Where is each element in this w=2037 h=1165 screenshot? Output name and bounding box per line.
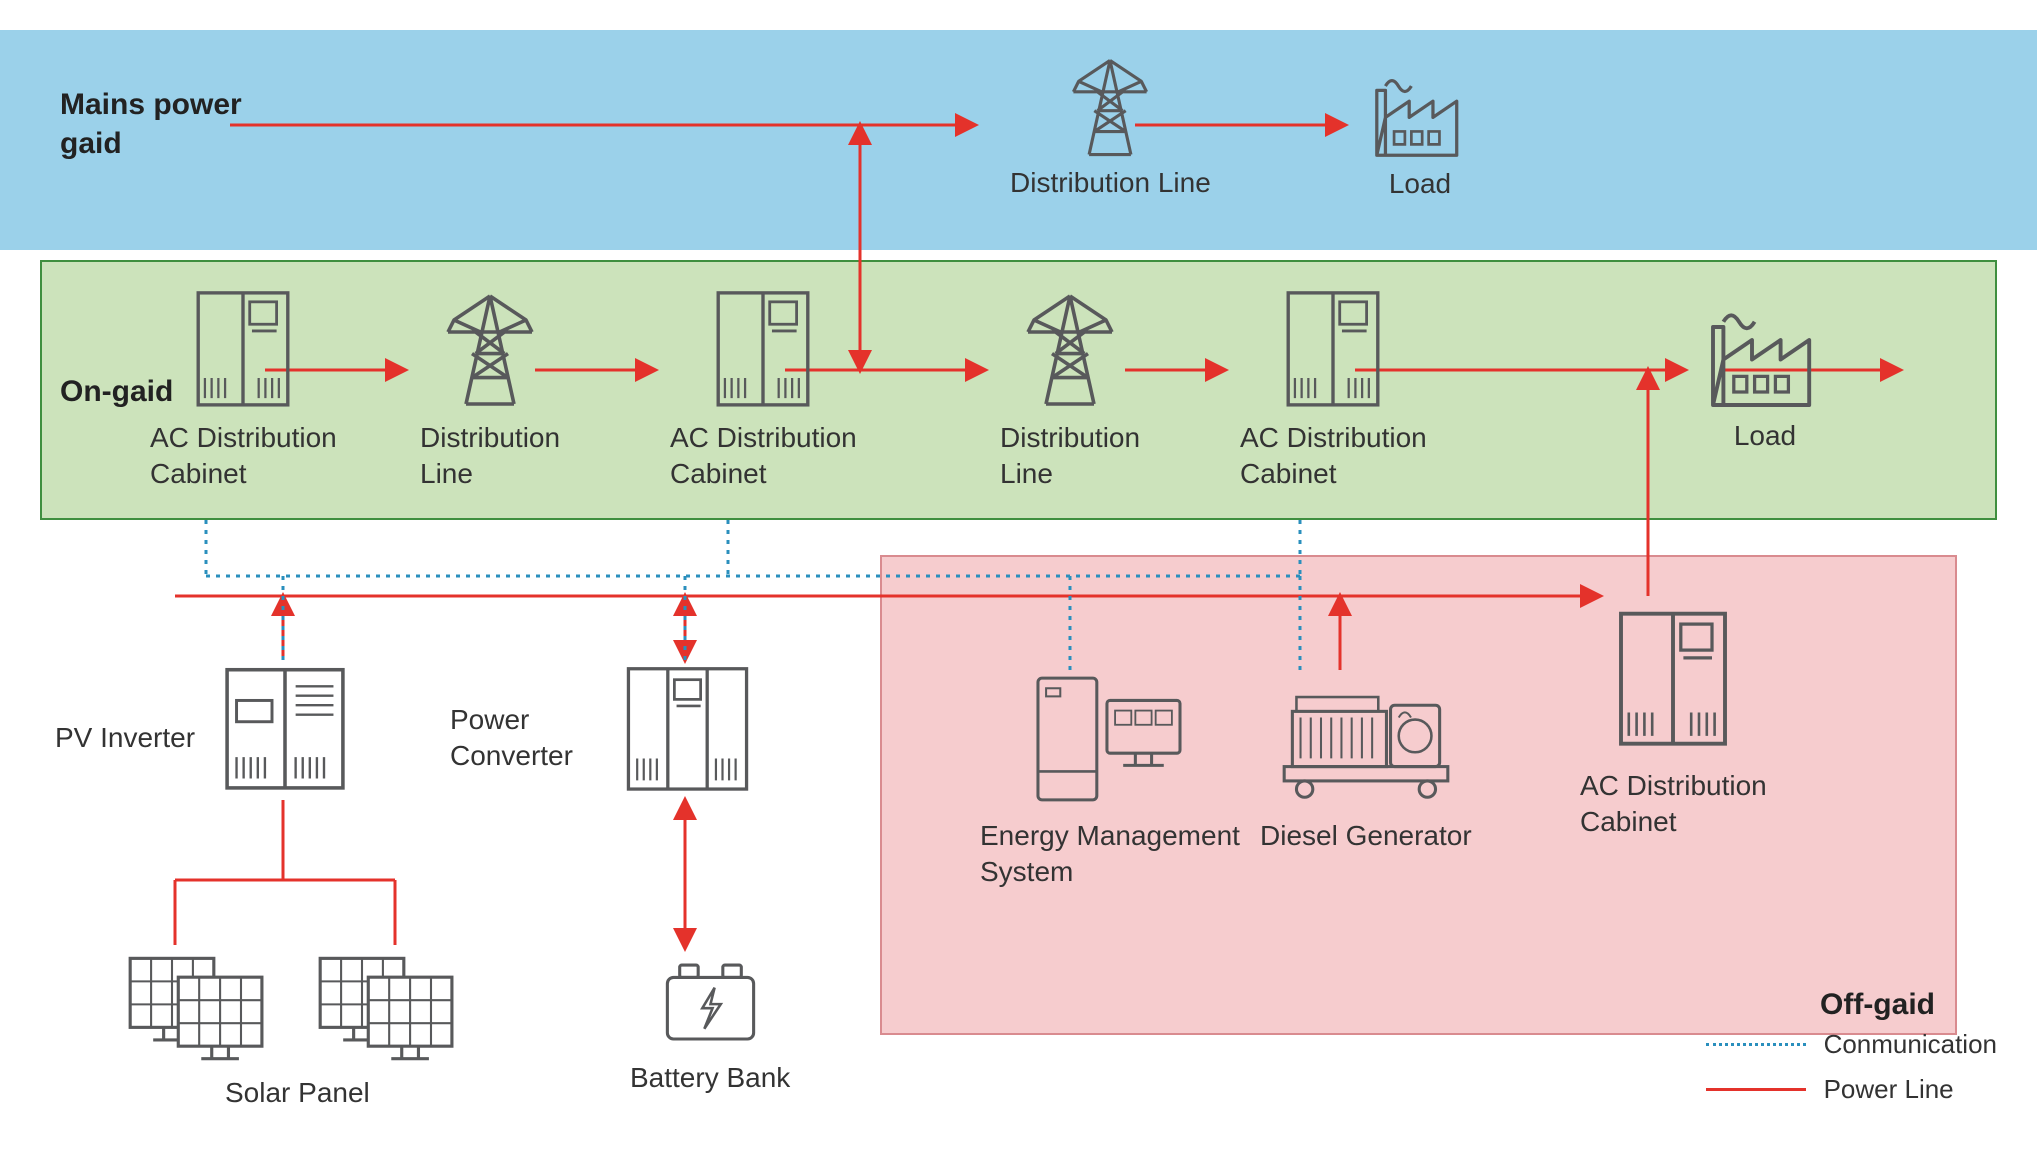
tower-icon [1050, 50, 1170, 165]
node-label: Energy Management System [980, 818, 1240, 891]
node-ac-cabinet-off: AC Distribution Cabinet [1580, 600, 1767, 841]
node-ac-cabinet-2: AC Distribution Cabinet [670, 280, 857, 493]
inverter-icon [220, 660, 350, 800]
node-pv-inverter: PV Inverter [220, 660, 350, 800]
legend-comm: Conmunication [1706, 1029, 1997, 1060]
node-label: Load [1389, 166, 1451, 202]
node-diesel: Diesel Generator [1260, 670, 1472, 854]
cabinet-icon [707, 280, 819, 420]
cabinet-icon [1277, 280, 1389, 420]
mains-band-label: Mains power gaid [60, 85, 242, 163]
node-label: AC Distribution Cabinet [1240, 420, 1427, 493]
node-label: AC Distribution Cabinet [1580, 768, 1767, 841]
solar-icon [310, 950, 460, 1065]
legend-power-line-icon [1706, 1088, 1806, 1091]
legend-power: Power Line [1706, 1074, 1997, 1105]
diesel-icon [1276, 670, 1456, 810]
battery-icon [653, 950, 768, 1050]
node-label: AC Distribution Cabinet [670, 420, 857, 493]
node-label: Battery Bank [630, 1060, 790, 1096]
node-label: PV Inverter [55, 720, 215, 756]
solar-panel-label: Solar Panel [225, 1075, 370, 1111]
converter-icon [620, 660, 755, 800]
node-label: Distribution Line [420, 420, 560, 493]
node-ongaid-dist-1: Distribution Line [420, 280, 560, 493]
node-ac-cabinet-3: AC Distribution Cabinet [1240, 280, 1427, 493]
ems-icon [1025, 670, 1195, 810]
legend-comm-line-icon [1706, 1043, 1806, 1046]
node-label: Power Converter [450, 702, 610, 775]
node-ongaid-dist-2: Distribution Line [1000, 280, 1140, 493]
node-label: Load [1734, 418, 1796, 454]
tower-icon [1010, 280, 1130, 420]
node-battery-bank: Battery Bank [630, 950, 790, 1096]
node-label: AC Distribution Cabinet [150, 420, 337, 493]
factory-icon [1700, 288, 1830, 418]
cabinet-icon [187, 280, 299, 420]
node-mains-distribution-line: Distribution Line [1010, 50, 1211, 201]
node-ongaid-load: Load [1700, 288, 1830, 454]
node-label: Diesel Generator [1260, 818, 1472, 854]
node-label: Distribution Line [1010, 165, 1211, 201]
node-ac-cabinet-1: AC Distribution Cabinet [150, 280, 337, 493]
factory-icon [1360, 58, 1480, 166]
legend: Conmunication Power Line [1706, 1015, 1997, 1105]
node-ems: Energy Management System [980, 670, 1240, 891]
node-mains-load: Load [1360, 58, 1480, 202]
node-solar-panel [120, 950, 460, 1065]
legend-comm-label: Conmunication [1824, 1029, 1997, 1060]
solar-icon [120, 950, 270, 1065]
legend-power-label: Power Line [1824, 1074, 1954, 1105]
tower-icon [430, 280, 550, 420]
node-label: Distribution Line [1000, 420, 1140, 493]
cabinet-icon [1608, 600, 1738, 760]
node-power-converter: Power Converter [620, 660, 755, 800]
